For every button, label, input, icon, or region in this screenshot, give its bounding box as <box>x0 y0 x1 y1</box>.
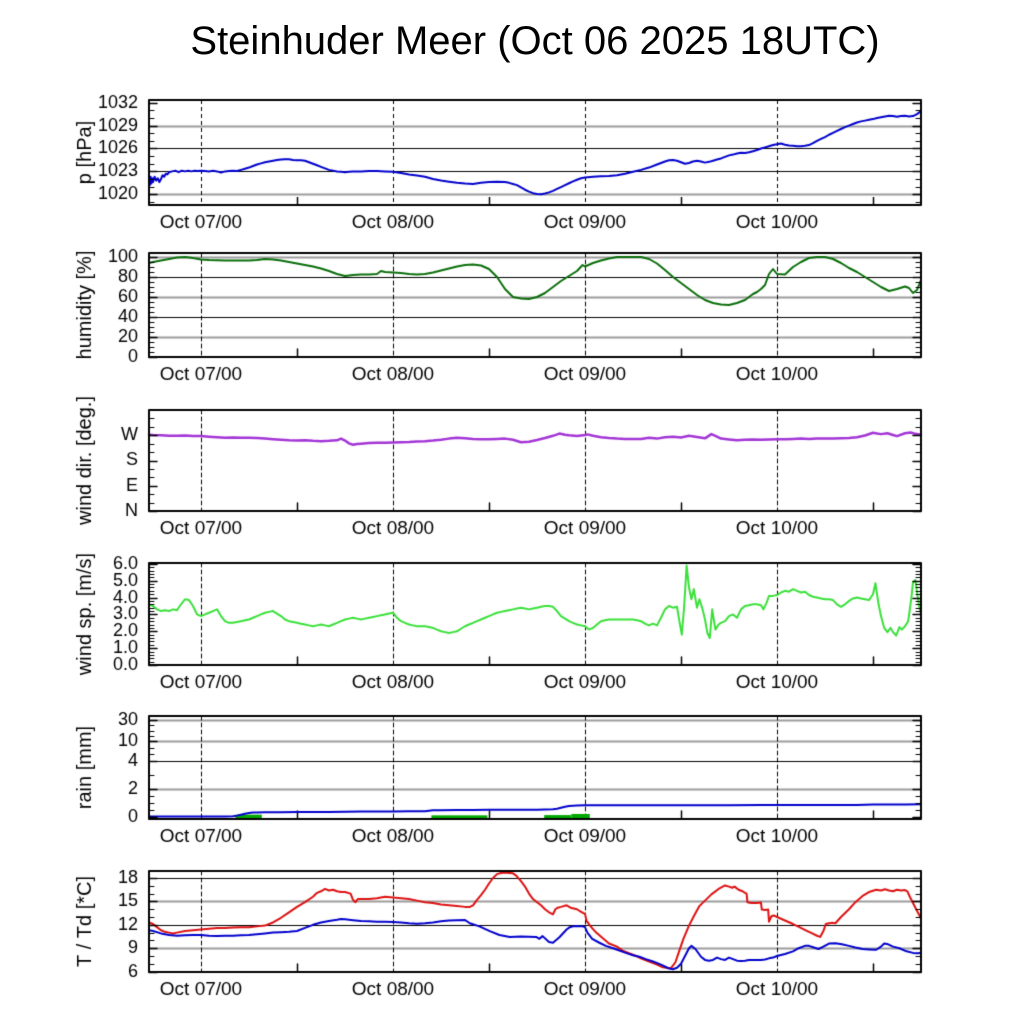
meteogram-page: Steinhuder Meer (Oct 06 2025 18UTC) <box>0 0 1024 1024</box>
meteogram-canvas <box>0 0 1024 1024</box>
